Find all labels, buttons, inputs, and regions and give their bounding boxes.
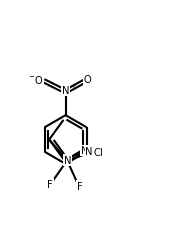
Text: N: N [62,86,69,95]
Text: Cl: Cl [93,147,103,157]
Text: N: N [81,146,89,156]
Text: N: N [64,155,71,165]
Text: F: F [47,179,53,189]
Text: F: F [77,181,83,191]
Text: N: N [86,146,93,156]
Text: +: + [71,83,77,89]
Text: O: O [83,75,91,85]
Text: $^{-}$O: $^{-}$O [28,74,43,86]
